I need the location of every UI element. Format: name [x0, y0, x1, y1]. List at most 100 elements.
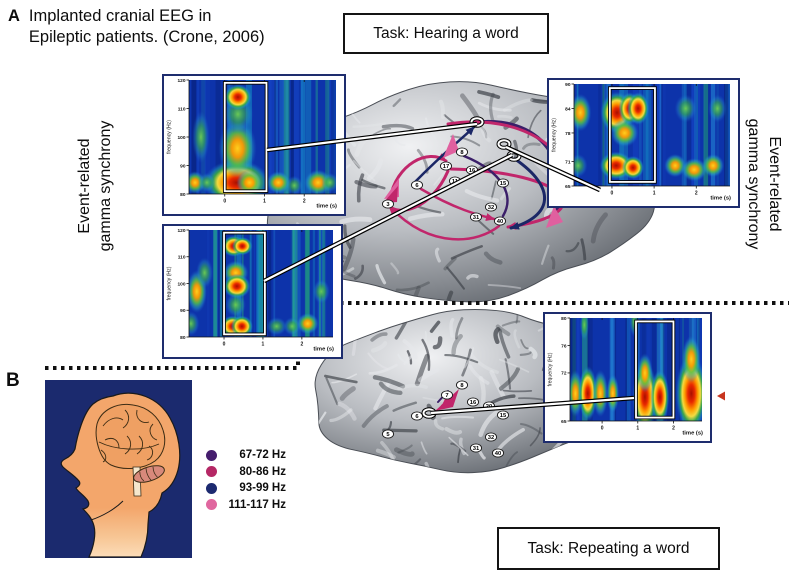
svg-text:0: 0	[223, 342, 226, 348]
electrode-17: 17	[439, 161, 453, 171]
svg-text:31: 31	[473, 215, 480, 221]
svg-text:40: 40	[495, 451, 501, 457]
svg-text:100: 100	[177, 135, 185, 141]
legend-item: 93-99 Hz	[206, 480, 286, 497]
spectrogram-repeating: 80 76 72 65 0 1 2 frequency (Hz) time (s)	[543, 312, 712, 443]
svg-text:32: 32	[488, 435, 494, 441]
svg-text:110: 110	[178, 255, 186, 261]
svg-text:7: 7	[445, 393, 448, 399]
frequency-legend: 67-72 Hz 80-86 Hz 93-99 Hz 111-117 Hz	[206, 447, 286, 513]
brain-gyri-lines	[98, 409, 160, 463]
task-box-repeating: Task: Repeating a word	[497, 527, 720, 570]
svg-text:frequency (Hz): frequency (Hz)	[552, 118, 558, 152]
svg-text:1: 1	[653, 191, 656, 197]
spectrogram-hearing-right: 90 84 78 71 65 0 1 2 frequency (Hz) time (s)	[547, 78, 740, 208]
svg-text:72: 72	[561, 371, 567, 377]
spectrogram-plot: 80 76 72 65 0 1 2 frequency (Hz) time (s)	[548, 316, 704, 437]
svg-text:frequency (Hz): frequency (Hz)	[167, 120, 173, 154]
legend-item: 111-117 Hz	[206, 497, 286, 514]
brain-outline	[95, 403, 166, 469]
side-label-right: Event-related gamma synchrony	[745, 118, 783, 250]
electrode-32: 32	[484, 432, 498, 442]
electrode-20: 20	[482, 401, 496, 411]
svg-text:90: 90	[180, 163, 186, 169]
svg-text:90: 90	[565, 82, 571, 88]
svg-text:120: 120	[177, 228, 185, 234]
svg-text:0: 0	[223, 199, 226, 205]
svg-text:2: 2	[672, 426, 675, 432]
legend-label: 93-99 Hz	[239, 482, 286, 495]
legend-label: 111-117 Hz	[228, 498, 286, 511]
electrode-40: 40	[491, 448, 505, 458]
svg-text:0: 0	[611, 191, 614, 197]
svg-text:80: 80	[180, 192, 186, 198]
svg-text:time (s): time (s)	[316, 204, 337, 210]
electrode-8: 8	[455, 380, 469, 390]
svg-text:32: 32	[488, 205, 494, 211]
electrode-6: 6	[410, 180, 424, 190]
spectrogram-hearing-lower: 120 110 100 90 80 0 1 2 frequency (Hz) time (s)	[162, 224, 343, 359]
panel-a-caption: A Implanted cranial EEG in Epileptic pat…	[8, 6, 265, 49]
svg-text:8: 8	[460, 383, 464, 389]
legend-color-dot	[206, 449, 217, 461]
electrode-6: 6	[410, 411, 424, 421]
svg-text:16: 16	[470, 400, 477, 406]
legend-label: 80-86 Hz	[239, 465, 286, 478]
svg-text:time (s): time (s)	[682, 431, 703, 437]
side-label-left: Event-related gamma synchrony	[76, 120, 114, 252]
svg-text:65: 65	[561, 419, 567, 425]
legend-color-dot	[206, 482, 217, 494]
svg-text:17: 17	[443, 164, 449, 170]
svg-text:1: 1	[262, 342, 265, 348]
svg-text:15: 15	[500, 413, 507, 419]
spectrogram-plot: 90 84 78 71 65 0 1 2 frequency (Hz) time (s)	[552, 82, 732, 202]
svg-text:80: 80	[180, 335, 186, 341]
electrode-7: 7	[440, 390, 454, 400]
svg-text:80: 80	[561, 316, 567, 322]
legend-item: 80-86 Hz	[206, 464, 286, 481]
panel-a-title: Implanted cranial EEG in Epileptic patie…	[28, 7, 265, 47]
spectrogram-plot: 120 110 100 90 80 0 1 2 frequency (Hz) time (s)	[167, 78, 338, 210]
electrode-31: 31	[469, 443, 483, 453]
panel-a-label: A	[8, 7, 20, 25]
head-illustration	[60, 392, 181, 558]
svg-text:frequency (Hz): frequency (Hz)	[167, 266, 173, 300]
legend-color-dot	[206, 466, 217, 478]
spectrogram-plot: 120 110 100 90 80 0 1 2 frequency (Hz) time (s)	[167, 228, 335, 353]
svg-text:65: 65	[565, 184, 571, 190]
svg-text:16: 16	[469, 168, 476, 174]
svg-text:1: 1	[636, 426, 639, 432]
svg-text:20: 20	[486, 404, 492, 410]
svg-text:2: 2	[300, 342, 303, 348]
electrode-16: 16	[466, 397, 480, 407]
electrode-8: 8	[455, 147, 469, 157]
svg-text:40: 40	[497, 219, 503, 225]
electrode-11: 11	[448, 176, 462, 186]
svg-text:71: 71	[565, 159, 571, 165]
svg-text:11: 11	[452, 179, 459, 185]
svg-text:2: 2	[303, 199, 306, 205]
svg-text:0: 0	[601, 426, 604, 432]
svg-text:84: 84	[565, 106, 571, 112]
electrode-32: 32	[484, 202, 498, 212]
svg-text:110: 110	[178, 106, 186, 112]
electrode-40: 40	[493, 216, 507, 226]
svg-text:76: 76	[561, 343, 567, 349]
svg-text:frequency (Hz): frequency (Hz)	[548, 352, 554, 386]
head-illustration-box	[45, 380, 192, 558]
task-hearing-label: Task: Hearing a word	[373, 24, 519, 42]
svg-text:90: 90	[180, 308, 186, 314]
cerebellum	[133, 465, 165, 483]
electrode-5: 5	[381, 429, 395, 439]
task-repeating-label: Task: Repeating a word	[527, 539, 690, 557]
legend-label: 67-72 Hz	[239, 449, 286, 462]
svg-text:6: 6	[415, 414, 419, 420]
svg-text:time (s): time (s)	[313, 347, 334, 353]
svg-text:2: 2	[695, 191, 698, 197]
svg-text:15: 15	[500, 181, 507, 187]
jaw-line	[90, 500, 124, 521]
panel-b-label: B	[6, 370, 20, 391]
svg-text:120: 120	[177, 78, 185, 84]
red-arrow-icon	[717, 391, 725, 401]
